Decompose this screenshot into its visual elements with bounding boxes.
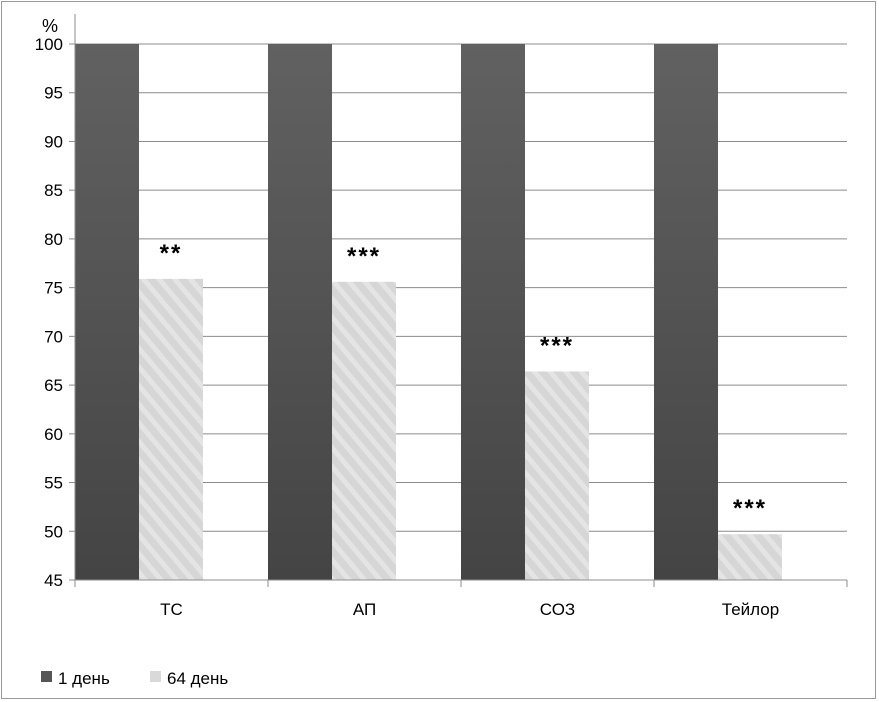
y-tick-label: 80 (44, 230, 63, 249)
legend-label: 1 день (58, 669, 110, 688)
significance-marker: *** (733, 495, 767, 522)
y-tick-label: 45 (44, 571, 63, 590)
bars (75, 44, 782, 580)
x-category-label: Тейлор (722, 600, 779, 619)
y-tick-label: 55 (44, 474, 63, 493)
bar-series2-3 (525, 371, 589, 580)
bar-series2-2 (332, 281, 396, 580)
significance-marker: *** (540, 332, 574, 359)
legend-label: 64 день (167, 669, 228, 688)
bar-series1-3 (461, 44, 525, 580)
y-tick-label: 85 (44, 181, 63, 200)
bar-series1-1 (75, 44, 139, 580)
bar-series1-2 (268, 44, 332, 580)
bar-series2-4 (718, 534, 782, 580)
axes (74, 14, 848, 587)
x-category-label: ТС (160, 600, 183, 619)
y-tick-label: 95 (44, 84, 63, 103)
y-tick-label: 60 (44, 425, 63, 444)
x-category-label: АП (353, 600, 376, 619)
legend-swatch (41, 671, 52, 682)
x-category-labels: ТС АП СОЗ Тейлор (160, 600, 779, 619)
y-tick-label: 50 (44, 522, 63, 541)
y-tick-labels: 45 50 55 60 65 70 75 80 85 90 95 100 (35, 35, 63, 590)
significance-marker: ** (160, 240, 183, 267)
y-axis-unit-label: % (42, 16, 58, 36)
legend-swatch (150, 671, 161, 682)
y-tick-label: 70 (44, 327, 63, 346)
legend: 1 день 64 день (41, 669, 228, 688)
y-tick-label: 90 (44, 132, 63, 151)
y-tick-label: 65 (44, 376, 63, 395)
bar-series1-4 (654, 44, 718, 580)
significance-marker: *** (347, 243, 381, 270)
y-tick-label: 100 (35, 35, 63, 54)
y-tick-label: 75 (44, 279, 63, 298)
bar-series2-1 (139, 278, 203, 580)
significance-markers: ** ********* (160, 240, 767, 522)
x-category-label: СОЗ (540, 600, 575, 619)
